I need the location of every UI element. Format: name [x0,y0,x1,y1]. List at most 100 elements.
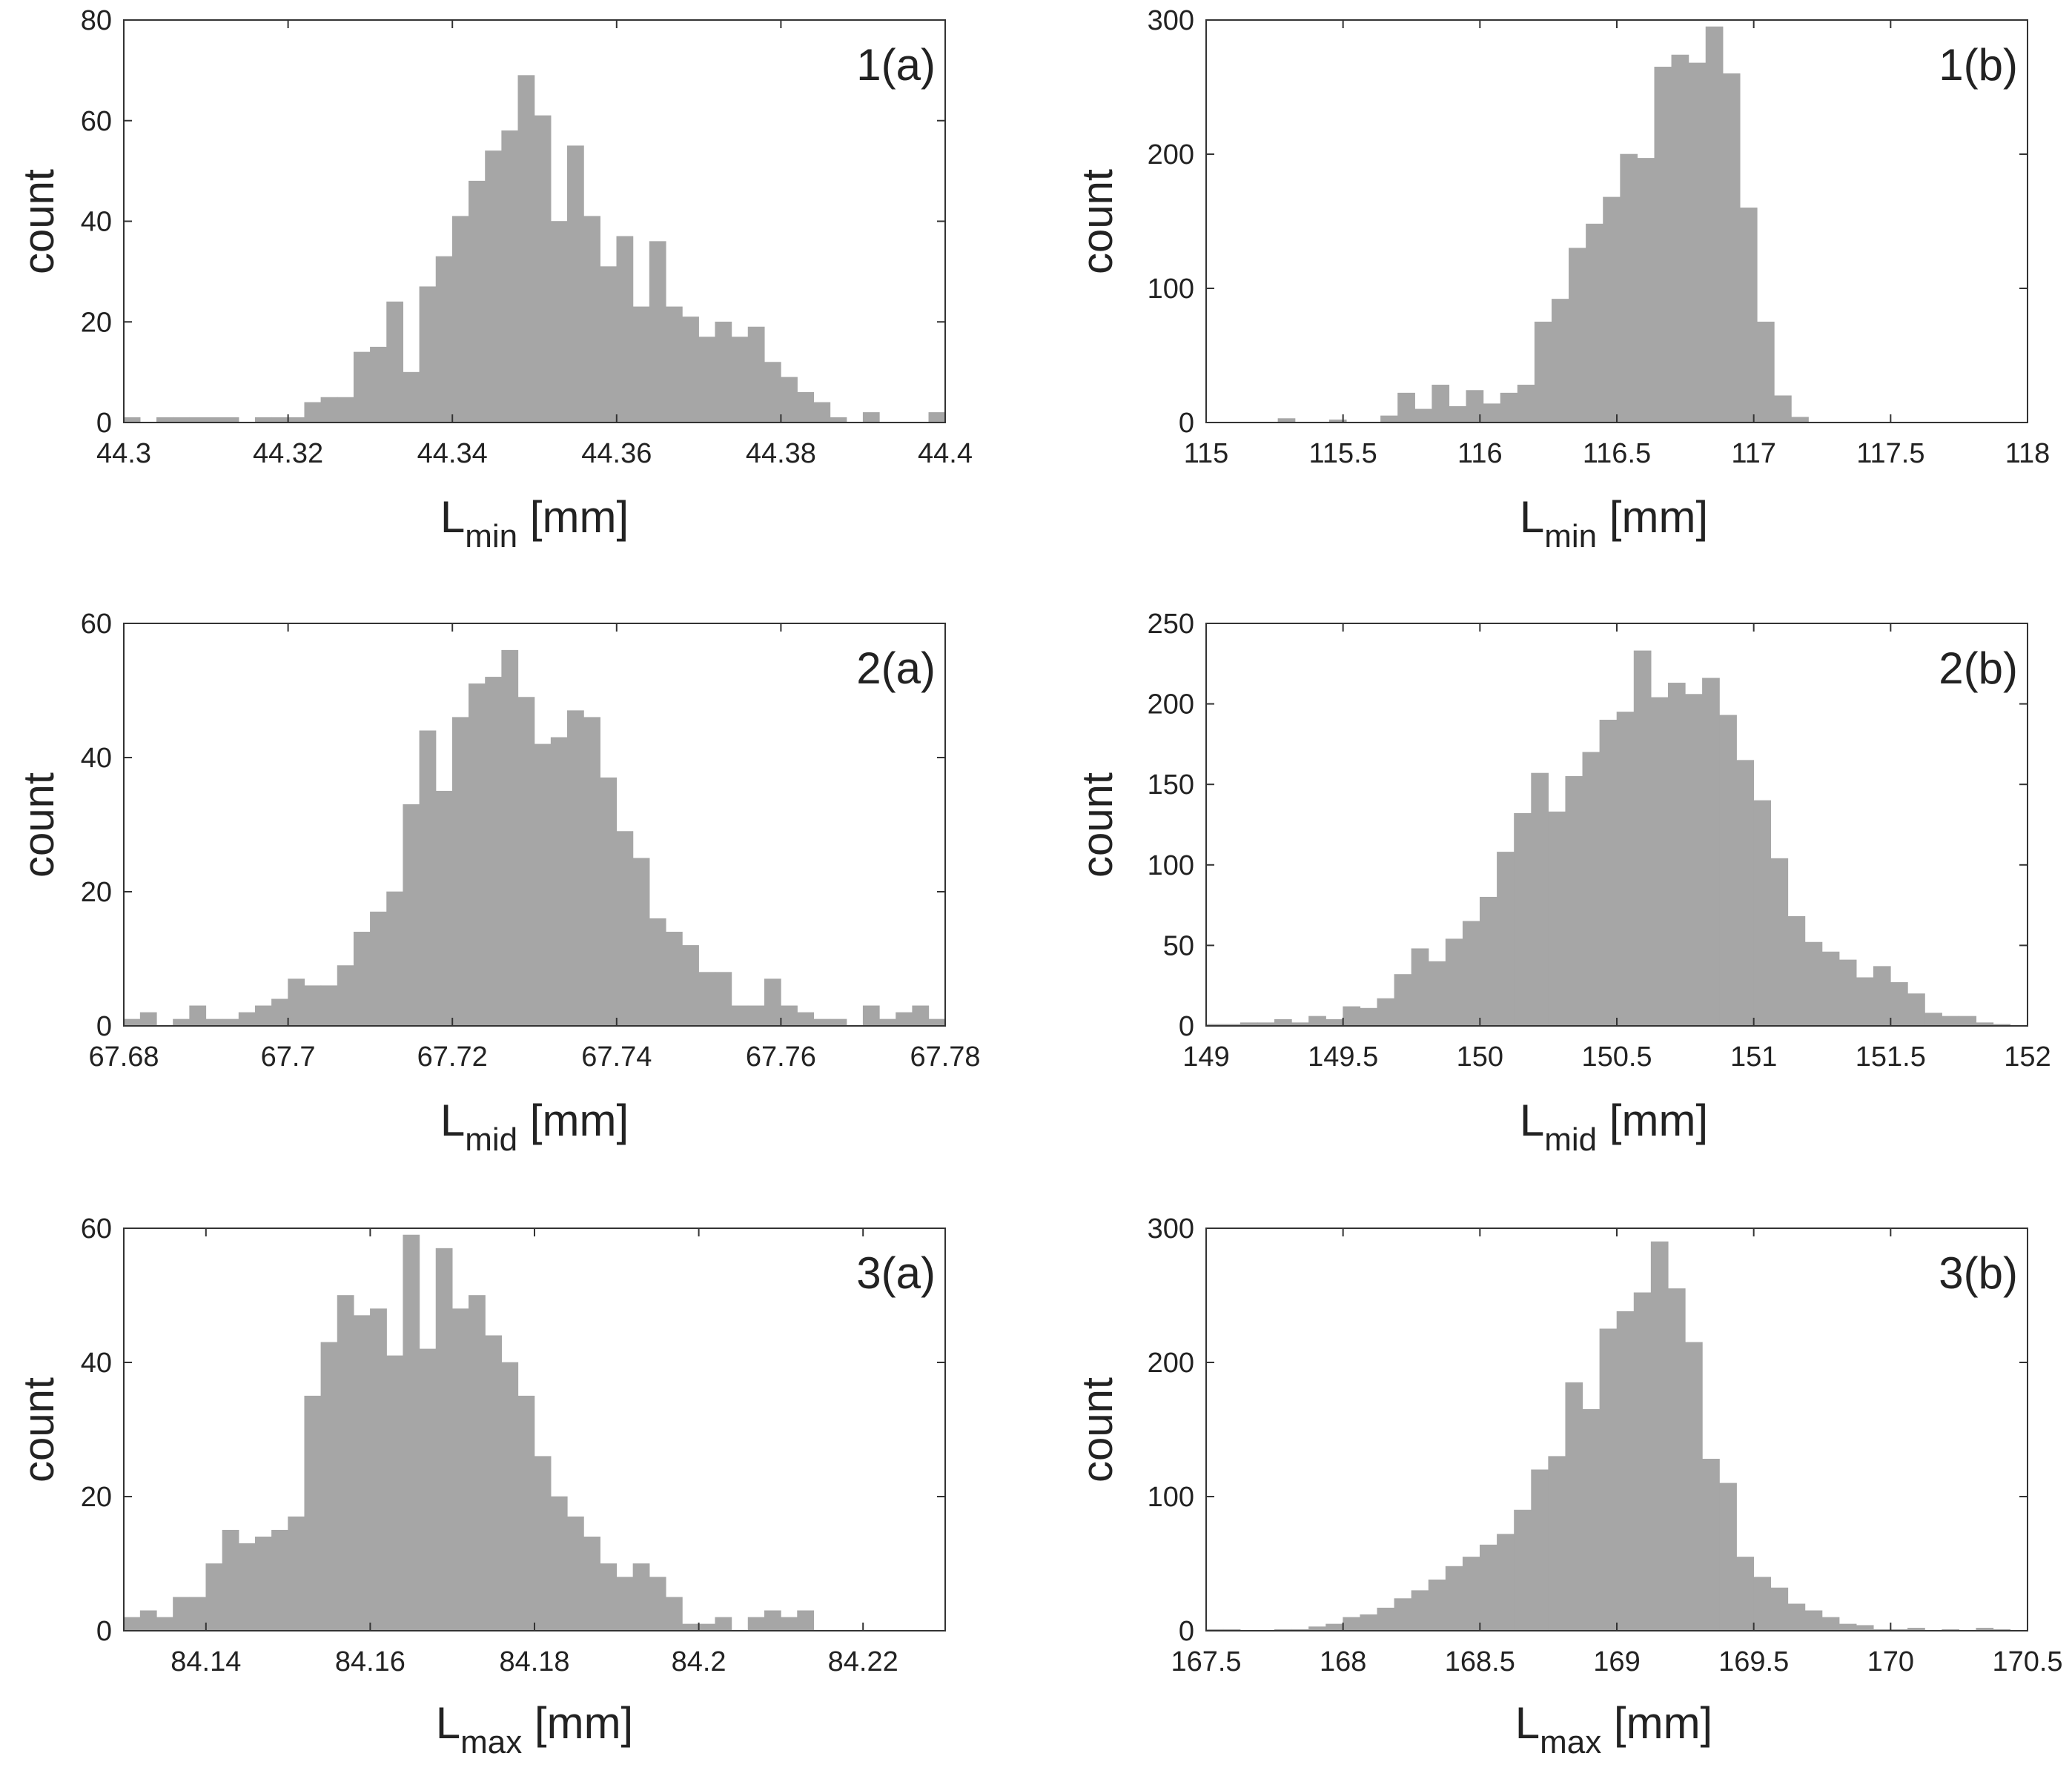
panel-2a-ytick-label: 40 [81,743,112,774]
panel-1a-xlabel: Lmin [mm] [440,492,629,554]
panel-1b-bar [1739,208,1758,423]
panel-3a-bar [682,1623,699,1631]
panel-2a-bar [501,649,519,1027]
panel-3a-bar [156,1617,173,1631]
panel-2a-bar [896,1012,913,1027]
panel-2a-bar [649,918,666,1027]
panel-1a-bar [254,417,272,423]
panel-3b-bar [1719,1482,1737,1631]
panel-3a-bar [271,1529,288,1631]
panel-1b-bar [1500,392,1518,423]
panel-1b-ytick-label: 0 [1179,408,1194,439]
panel-3b-xtick-label: 169.5 [1718,1646,1789,1677]
panel-3a-ylabel: count [15,1377,63,1482]
panel-2a-bar [189,1005,207,1027]
panel-2b-bar [1753,800,1772,1027]
panel-2a-bar [813,1018,831,1027]
panel-2b-xlabel: Lmid [mm] [1520,1096,1708,1158]
panel-2b-bar [1821,951,1840,1027]
panel-2b-bar [1873,966,1891,1027]
panel-2b-bar [1787,916,1806,1027]
panel-3a-xtick-label: 84.14 [171,1646,241,1677]
panel-2a-bar [715,972,732,1027]
panel-2a-bar [337,965,354,1027]
panel-3a-bar [600,1563,618,1631]
panel-1b-bar [1688,62,1707,423]
panel-1a-xlabel-sub: min [465,518,517,554]
panel-2a-bar [205,1018,223,1027]
panel-2b-xtick-label: 151.5 [1856,1041,1926,1073]
panel-3a-ytick-label: 20 [81,1482,112,1513]
panel-3a-bar [222,1529,239,1631]
panel-1a-bar [715,321,732,423]
panel-2b-bar [1497,852,1515,1027]
panel-2b-bar [1565,776,1583,1027]
panel-1a-tag: 1(a) [856,40,936,90]
panel-2a-xlabel-main: L [440,1096,465,1145]
panel-2a-bar [682,945,699,1027]
panel-2a-bar [238,1012,256,1027]
panel-1a-bar [781,377,798,423]
panel-1b-bar [1671,54,1689,423]
panel-2b-bar [1325,1019,1343,1027]
panel-3b-xtick-label: 170.5 [1992,1646,2062,1677]
panel-2a-bar [304,985,322,1027]
panel-1a-bar [123,417,141,423]
panel-2b-bar [1719,715,1737,1027]
panel-2b-bar [1394,974,1412,1027]
panel-1b-ytick-label: 300 [1148,5,1194,36]
panel-2a-xtick-label: 67.76 [746,1041,816,1073]
panel-3a-xtick-label: 84.22 [828,1646,898,1677]
panel-2a-xtick-label: 67.68 [88,1041,159,1073]
panel-3a-bar [583,1537,600,1631]
panel-3b-bar [1394,1598,1412,1631]
panel-1a-bar [501,130,519,423]
panel-1b-bar [1466,390,1484,423]
panel-1a-bar [288,417,305,423]
panel-1b-xtick-label: 118 [2005,438,2051,469]
panel-1b-bar [1414,408,1433,423]
panel-3b-bar [1377,1607,1395,1631]
panel-2b-bar [1343,1006,1361,1027]
panel-3a-bar [189,1597,207,1631]
panel-3a-bar [173,1597,190,1631]
panel-2b-bar [1599,720,1618,1027]
panel-2b-bar [1514,812,1532,1027]
panel-1a-bar [862,412,880,423]
panel-3a-bar [632,1563,650,1631]
panel-1b-bar [1637,158,1655,423]
panel-2a-bar [550,737,568,1027]
panel-1b-bar [1397,392,1415,423]
panel-2b-xtick-label: 149.5 [1308,1041,1378,1073]
panel-3b-bar [1702,1459,1720,1631]
panel-3a-bar [337,1295,354,1631]
panel-2b-bar [1548,811,1566,1027]
panel-3b-ylabel: count [1073,1377,1122,1482]
panel-3a-bar [715,1617,732,1631]
panel-2a-xlabel-sub: mid [465,1122,517,1158]
panel-2b-bar [1411,948,1429,1027]
panel-3b-bar [1787,1603,1806,1631]
panel-3b-xlabel-sub: max [1540,1724,1601,1760]
panel-2b-bar [1650,697,1669,1027]
panel-2a-bar [928,1018,946,1027]
panel-1a-bar [616,236,634,423]
panel-2a-ylabel: count [15,772,63,878]
panel-2a-bar [173,1018,190,1027]
panel-2a-bar [386,891,404,1027]
panel-2a-bar [534,743,552,1027]
panel-3a-bar [435,1248,453,1631]
panel-2b-xlabel-unit: [mm] [1597,1096,1708,1145]
panel-1a-bar [517,75,535,423]
panel-2a-bar [435,790,453,1027]
panel-3b-bar [1633,1292,1652,1631]
panel-3b-bar [1650,1241,1669,1631]
panel-1a-bar [550,221,568,423]
panel-1b-bars [1277,26,1809,423]
panel-1b-bar [1551,299,1569,423]
panel-1b-xtick-label: 116 [1457,438,1503,469]
panel-1a-bar [813,402,831,423]
panel-2a-xtick-label: 67.7 [261,1041,316,1073]
panel-1b-xtick-label: 116.5 [1583,438,1651,469]
panel-3a-bars [123,1234,815,1631]
